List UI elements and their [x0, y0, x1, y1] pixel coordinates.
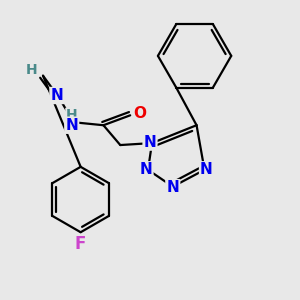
Text: H: H [25, 63, 37, 77]
Text: N: N [50, 88, 63, 103]
Text: N: N [200, 162, 213, 177]
Text: N: N [140, 162, 152, 177]
Text: H: H [66, 108, 77, 122]
Text: O: O [134, 106, 147, 121]
Text: N: N [144, 135, 156, 150]
Text: N: N [65, 118, 78, 133]
Text: F: F [75, 235, 86, 253]
Text: N: N [167, 180, 179, 195]
